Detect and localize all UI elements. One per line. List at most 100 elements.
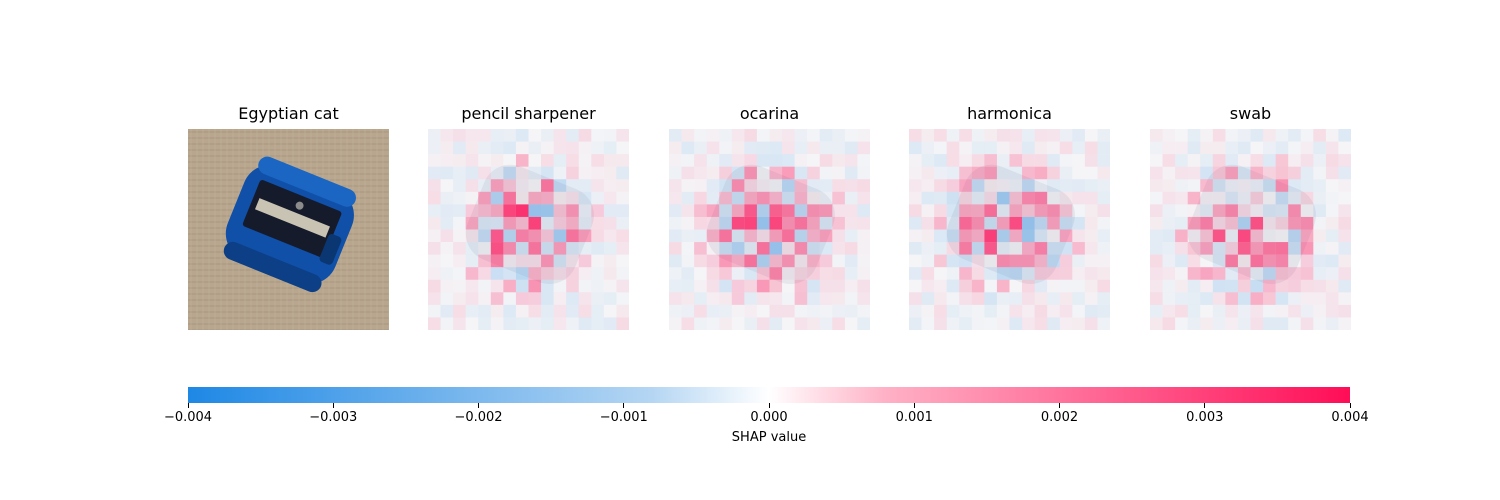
heatmap-cell	[528, 166, 542, 180]
heatmap-cell	[490, 216, 504, 230]
heatmap-cell	[1237, 141, 1251, 155]
heatmap-cell	[669, 141, 682, 155]
heatmap-cell	[731, 254, 745, 268]
heatmap-cell	[756, 254, 770, 268]
heatmap-cell	[909, 204, 922, 217]
heatmap-cell	[669, 191, 682, 205]
heatmap-cell	[807, 279, 820, 293]
heatmap-cell	[909, 216, 922, 230]
colorbar-label: SHAP value	[731, 430, 807, 445]
heatmap-cell	[591, 292, 604, 305]
heatmap-cell	[1009, 229, 1023, 243]
colorbar-tick-label: 0.004	[1331, 410, 1369, 425]
heatmap-cell	[807, 216, 820, 230]
heatmap-cell	[566, 229, 579, 243]
heatmap-cell	[566, 292, 579, 305]
heatmap-cell	[1047, 204, 1060, 217]
heatmap-cell	[1097, 242, 1110, 255]
heatmap-cell	[1162, 191, 1176, 205]
heatmap-cell	[971, 154, 985, 167]
heatmap-cell	[807, 292, 820, 305]
heatmap-cell	[591, 229, 604, 243]
heatmap-cell	[756, 229, 770, 243]
heatmap-cell	[428, 216, 441, 230]
heatmap-cell	[1034, 179, 1048, 192]
heatmap-cell	[1072, 179, 1085, 192]
heatmap-cell	[1009, 267, 1023, 280]
heatmap-cell	[1022, 141, 1035, 155]
heatmap-cell	[591, 204, 604, 217]
heatmap-cell	[706, 141, 720, 155]
heatmap-cell	[1237, 292, 1251, 305]
heatmap-cell	[984, 179, 997, 192]
heatmap-cell	[819, 267, 833, 280]
heatmap-cell	[1300, 216, 1314, 230]
heatmap-cell	[1225, 279, 1238, 293]
heatmap-cell	[669, 154, 682, 167]
heatmap-cell	[769, 292, 783, 305]
heatmap-cell	[1212, 229, 1226, 243]
heatmap-cell	[478, 292, 491, 305]
heatmap-cell	[1010, 242, 1023, 255]
heatmap-cell	[541, 166, 554, 180]
heatmap-cell	[909, 317, 922, 330]
heatmap-cell	[782, 166, 795, 180]
heatmap-cell	[1009, 304, 1023, 318]
heatmap-cell	[934, 267, 947, 280]
heatmap-cell	[934, 280, 947, 293]
heatmap-cell	[669, 317, 682, 330]
heatmap-cell	[1072, 129, 1085, 142]
heatmap-cell	[1301, 142, 1314, 155]
heatmap-cell	[857, 230, 870, 243]
heatmap-cell	[997, 317, 1010, 330]
heatmap-cell	[1034, 154, 1048, 167]
heatmap-cell	[466, 192, 479, 205]
heatmap-cell	[934, 229, 947, 243]
heatmap-cell	[719, 317, 732, 330]
heatmap-cell	[1325, 216, 1339, 230]
heatmap-cell	[1200, 192, 1213, 205]
heatmap-cell	[769, 166, 783, 180]
heatmap-cell	[934, 129, 947, 142]
heatmap-cell	[921, 242, 935, 255]
heatmap-cell	[807, 204, 820, 217]
heatmap-cell	[1175, 254, 1188, 268]
heatmap-cell	[465, 254, 479, 268]
heatmap-cell	[1162, 179, 1176, 192]
colorbar-tick-label: 0.002	[1040, 410, 1079, 425]
heatmap-cell	[1275, 254, 1289, 268]
heatmap-cell	[921, 141, 935, 155]
shap-heatmap	[909, 129, 1110, 330]
heatmap-cell	[794, 141, 808, 155]
heatmap-cell	[694, 229, 707, 243]
heatmap-cell	[744, 204, 757, 217]
heatmap-cell	[591, 304, 604, 318]
heatmap-cell	[946, 216, 960, 230]
heatmap-cell	[756, 216, 770, 230]
heatmap-cell	[1187, 166, 1201, 180]
heatmap-cell	[934, 292, 947, 305]
heatmap-cell	[782, 191, 795, 205]
heatmap-cell	[959, 254, 972, 268]
heatmap-cell	[1288, 129, 1301, 142]
heatmap-cell	[604, 280, 617, 293]
heatmap-cell	[832, 154, 845, 167]
heatmap-cell	[832, 141, 845, 155]
heatmap-cell	[731, 267, 745, 280]
heatmap-cell	[1200, 166, 1213, 180]
heatmap-cell	[946, 166, 960, 180]
heatmap-cell	[440, 204, 454, 217]
heatmap-cell	[807, 254, 820, 268]
heatmap-cell	[1288, 317, 1301, 330]
heatmap-cell	[1313, 141, 1326, 155]
heatmap-cell	[1276, 129, 1289, 142]
heatmap-cell	[694, 191, 707, 205]
heatmap-cell	[1034, 279, 1048, 293]
heatmap-cell	[1175, 267, 1188, 280]
heatmap-cell	[1313, 254, 1326, 268]
heatmap-cell	[428, 305, 441, 318]
heatmap-cell	[832, 317, 845, 330]
heatmap-cell	[694, 179, 707, 192]
heatmap-cell	[1212, 242, 1226, 255]
heatmap-cell	[1200, 255, 1213, 268]
